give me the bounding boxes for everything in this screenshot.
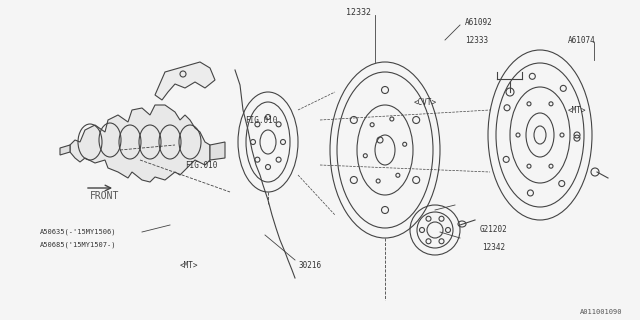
Polygon shape xyxy=(70,105,210,182)
Text: <MT>: <MT> xyxy=(180,260,198,269)
Text: 30216: 30216 xyxy=(298,260,321,269)
Text: 12332: 12332 xyxy=(346,7,371,17)
Text: <MT>: <MT> xyxy=(568,106,586,115)
Text: A011001090: A011001090 xyxy=(580,309,623,315)
Text: A50685('15MY1507-): A50685('15MY1507-) xyxy=(40,242,116,248)
Text: FIG.010: FIG.010 xyxy=(245,116,277,124)
Text: 12333: 12333 xyxy=(465,36,488,44)
Text: FIG.010: FIG.010 xyxy=(185,161,218,170)
Text: A61074: A61074 xyxy=(568,36,596,44)
Text: 12342: 12342 xyxy=(482,244,505,252)
Polygon shape xyxy=(155,62,215,100)
Text: G21202: G21202 xyxy=(480,226,508,235)
Polygon shape xyxy=(60,145,70,155)
Text: <CVT>: <CVT> xyxy=(414,98,437,107)
Polygon shape xyxy=(210,142,225,160)
Text: A50635(-'15MY1506): A50635(-'15MY1506) xyxy=(40,229,116,235)
Text: FRONT: FRONT xyxy=(90,191,120,201)
Text: A61092: A61092 xyxy=(465,18,493,27)
